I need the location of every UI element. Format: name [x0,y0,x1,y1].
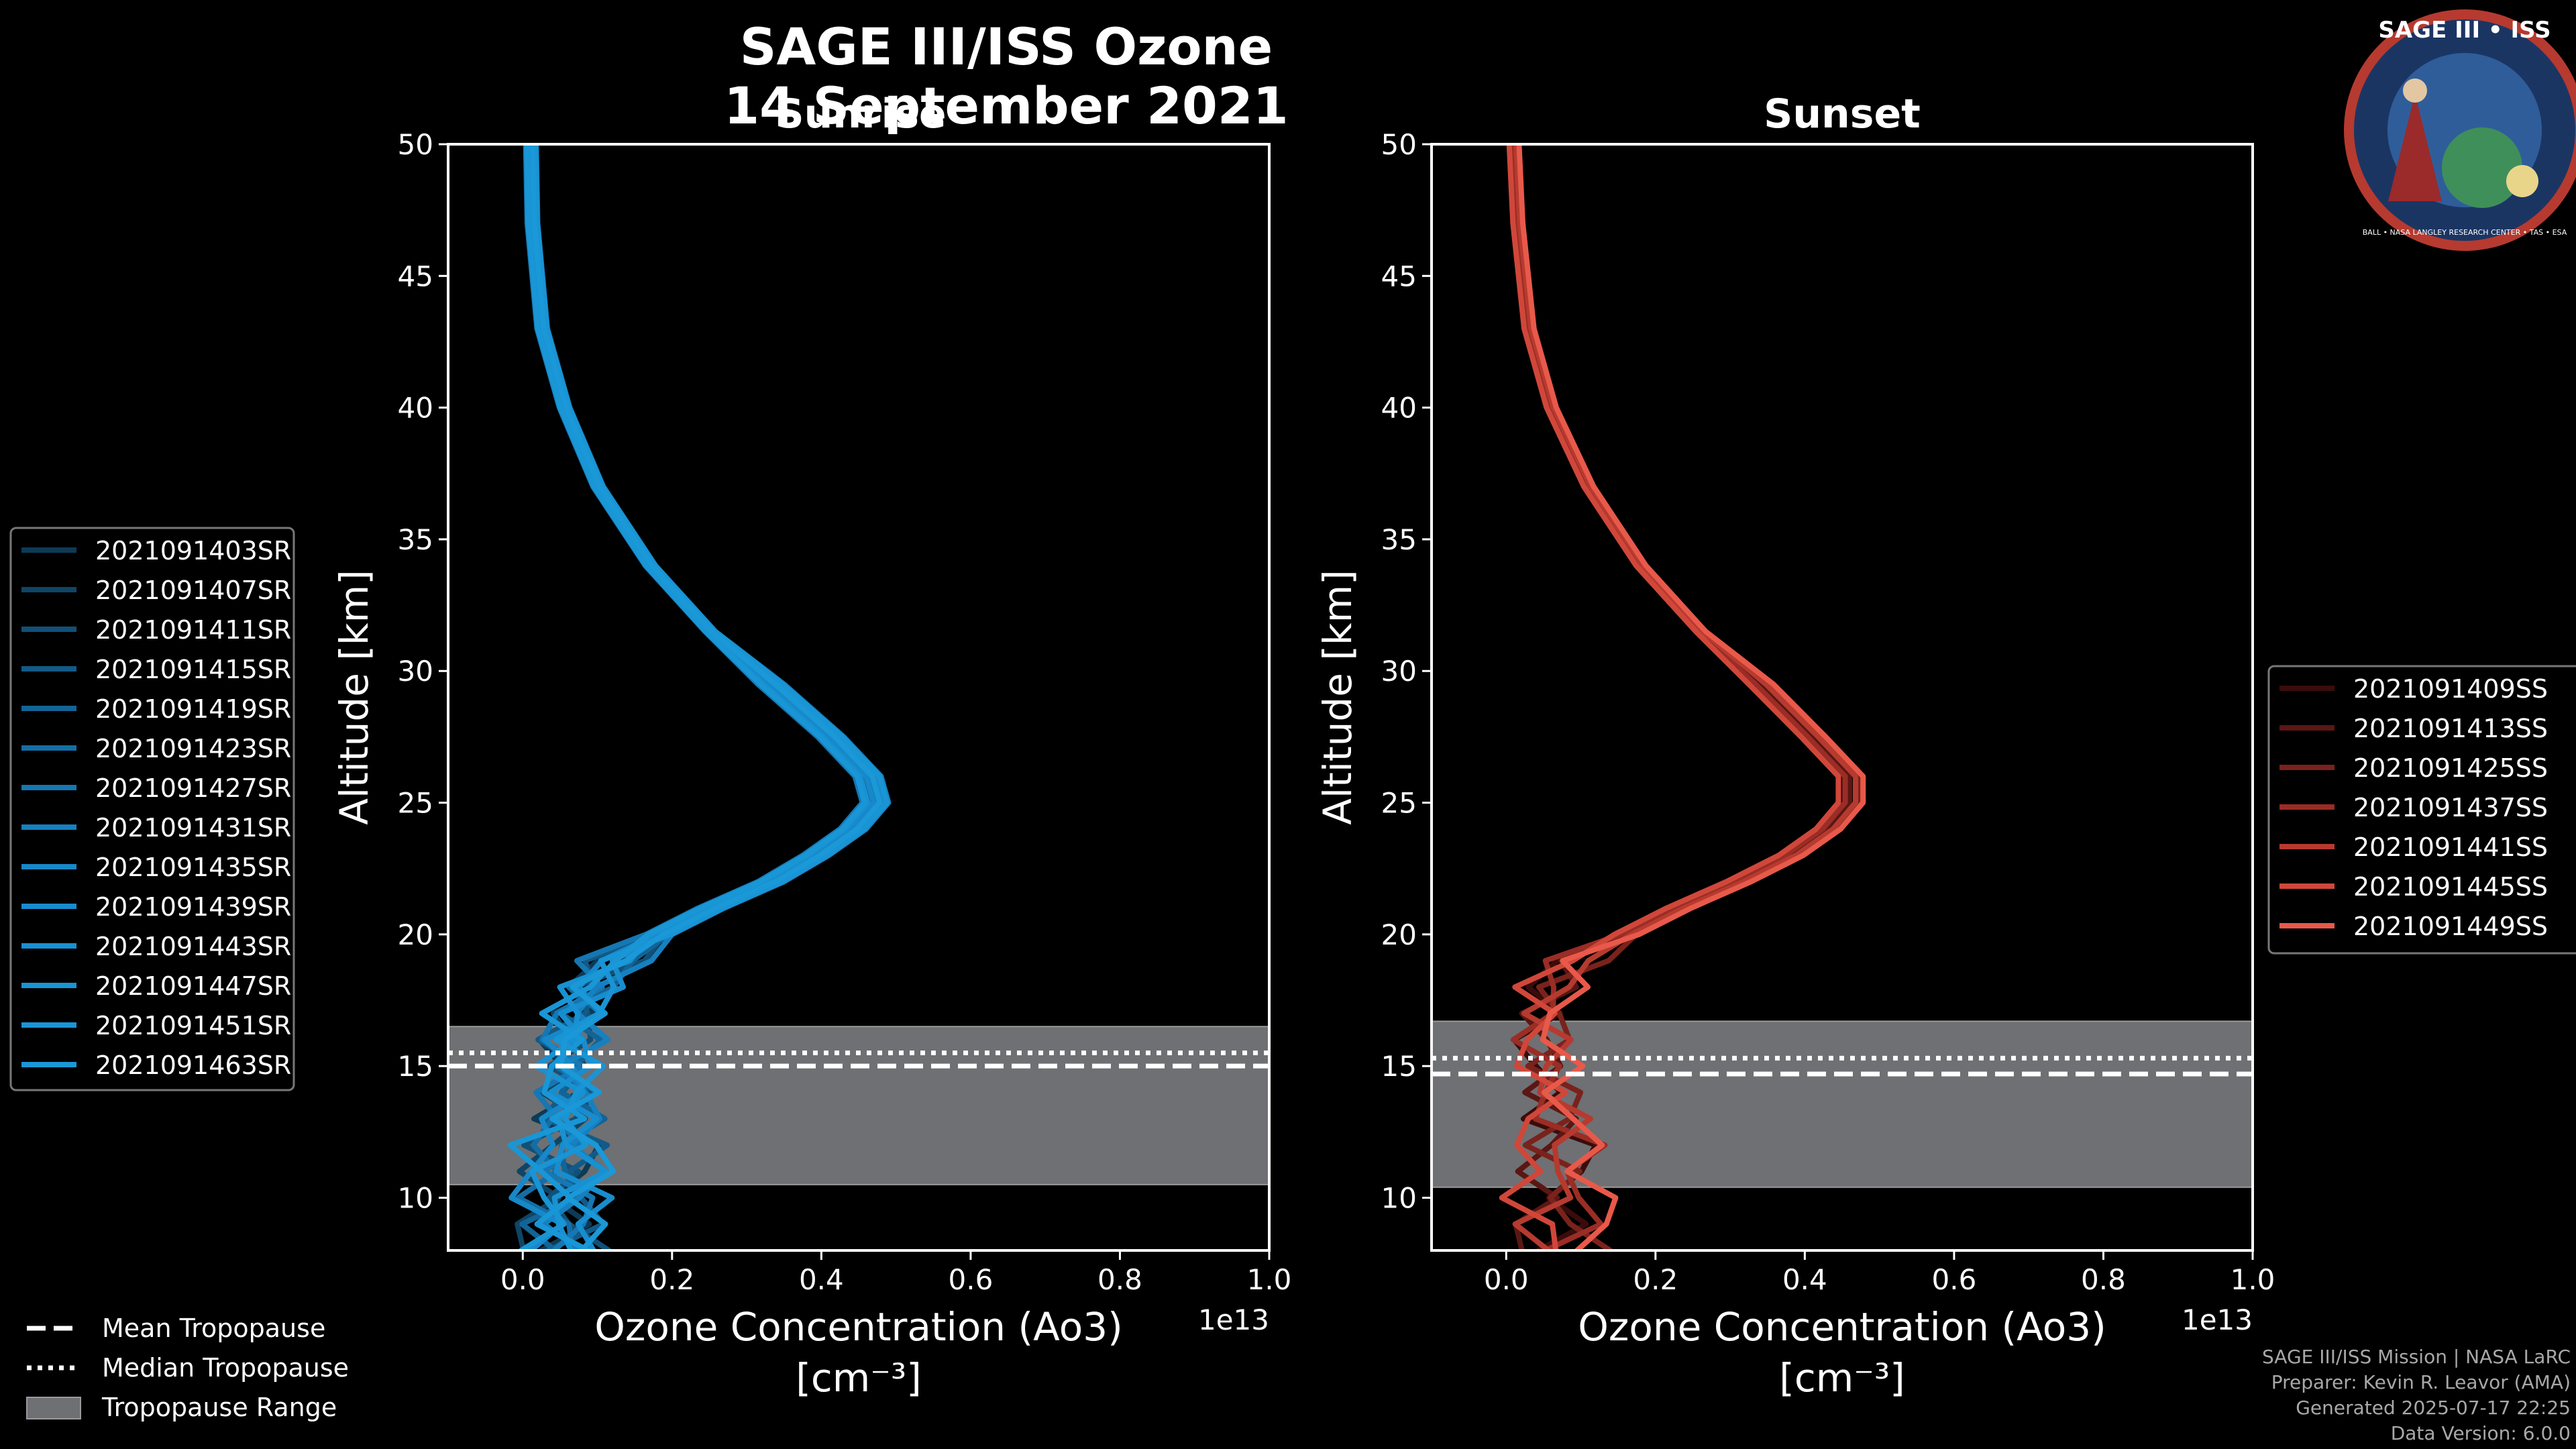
tropopause-range-swatch [26,1397,81,1419]
legend-label-2021091411SR: 2021091411SR [95,615,291,645]
legend-label-2021091425SS: 2021091425SS [2353,753,2548,783]
y-tick-label: 35 [1381,523,1417,556]
legend-label-2021091427SR: 2021091427SR [95,773,291,803]
x-axis-units: [cm⁻³] [1779,1355,1905,1401]
sage-iss-mission-logo: SAGE III • ISS BALL • NASA LANGLEY RESEA… [2344,9,2576,251]
tropopause-range-label: Tropopause Range [101,1393,337,1422]
y-tick-label: 15 [1381,1050,1417,1083]
legend-label-2021091443SR: 2021091443SR [95,932,291,961]
y-tick-label: 40 [398,392,433,425]
logo-figure-head-icon [2403,78,2427,103]
legend-label-2021091463SR: 2021091463SR [95,1051,291,1080]
legend-label-2021091435SR: 2021091435SR [95,853,291,882]
credit-line-preparer: Preparer: Kevin R. Leavor (AMA) [2271,1371,2571,1393]
logo-earth-icon [2442,127,2522,208]
mean-tropopause-label: Mean Tropopause [102,1313,325,1343]
y-axis-label: Altitude [km] [331,570,377,824]
legend-label-2021091445SS: 2021091445SS [2353,872,2548,902]
logo-scientist-figure-icon [2388,94,2442,201]
y-tick-label: 25 [1381,787,1417,820]
x-tick-label: 0.2 [1633,1263,1678,1296]
profile-line-2021091463SR [530,144,883,1250]
x-offset-label: 1e13 [1198,1303,1269,1336]
plot-frame [1430,143,2254,1252]
ozone-profiles [1499,144,1866,1250]
tropopause-legend: Mean Tropopause Median Tropopause Tropop… [26,1313,349,1422]
x-tick-label: 0.2 [649,1263,694,1296]
legend-label-2021091437SS: 2021091437SS [2353,793,2548,822]
profile-line-2021091445SS [1499,144,1841,1250]
x-axis-units: [cm⁻³] [796,1355,922,1401]
ozone-profiles [507,144,892,1250]
y-tick-label: 35 [398,523,433,556]
credit-line-generated: Generated 2025-07-17 22:25 [2296,1397,2571,1419]
x-tick-label: 0.8 [1097,1263,1142,1296]
y-tick-label: 50 [1381,128,1417,161]
legend-box [9,527,295,1091]
legend-label-2021091441SS: 2021091441SS [2353,833,2548,862]
legend-label-2021091413SS: 2021091413SS [2353,714,2548,743]
y-tick-label: 20 [1381,918,1417,951]
logo-text: SAGE III • ISS [2378,17,2551,44]
legend-box [2267,665,2576,955]
y-tick-label: 15 [398,1050,433,1083]
x-tick-label: 0.4 [799,1263,844,1296]
y-tick-label: 25 [398,787,433,820]
legend-label-2021091423SR: 2021091423SR [95,734,291,763]
x-tick-label: 0.4 [1782,1263,1827,1296]
logo-moon-icon [2506,165,2538,197]
y-tick-label: 30 [398,655,433,688]
sunrise-legend: 2021091403SR 2021091407SR 2021091411SR 2021… [9,527,295,1091]
credit-line-mission: SAGE III/ISS Mission | NASA LaRC [2262,1346,2571,1368]
x-tick-label: 0.6 [1932,1263,1977,1296]
legend-label-2021091449SS: 2021091449SS [2353,912,2548,941]
y-tick-label: 50 [398,128,433,161]
plot-frame [447,143,1271,1252]
figure-title-line2: 14 September 2021 [724,76,1288,136]
y-tick-label: 10 [1381,1181,1417,1214]
sunrise-panel: 0.0 0.2 0.4 0.6 0.8 1.0 10 15 20 25 30 35 40 45 50 1e13… [331,91,1291,1401]
legend-label-2021091409SS: 2021091409SS [2353,674,2548,704]
legend-label-2021091403SR: 2021091403SR [95,536,291,566]
x-tick-label: 0.6 [949,1263,994,1296]
panel-title: Sunrise [775,91,946,138]
legend-label-2021091407SR: 2021091407SR [95,576,291,605]
y-tick-label: 10 [398,1181,433,1214]
y-tick-label: 40 [1381,392,1417,425]
legend-label-2021091447SR: 2021091447SR [95,971,291,1001]
panel-title: Sunset [1764,91,1921,138]
x-tick-label: 0.0 [1484,1263,1529,1296]
x-tick-label: 1.0 [2231,1263,2275,1296]
x-tick-label: 0.0 [500,1263,545,1296]
legend-label-2021091431SR: 2021091431SR [95,813,291,843]
profile-line-2021091449SS [1516,144,1866,1250]
x-axis-label: Ozone Concentration (Ao3) [1578,1304,2106,1350]
legend-label-2021091439SR: 2021091439SR [95,892,291,922]
figure-title-line1: SAGE III/ISS Ozone [740,17,1273,76]
y-axis-label: Altitude [km] [1315,570,1360,824]
x-tick-label: 1.0 [1247,1263,1292,1296]
credits: SAGE III/ISS Mission | NASA LaRC Prepare… [2262,1344,2571,1446]
profile-line-2021091451SR [507,144,867,1250]
y-tick-label: 20 [398,918,433,951]
x-axis-label: Ozone Concentration (Ao3) [594,1304,1123,1350]
legend-label-2021091419SR: 2021091419SR [95,694,291,724]
logo-ring-text: BALL • NASA LANGLEY RESEARCH CENTER • TA… [2363,228,2567,237]
sunset-panel: 0.0 0.2 0.4 0.6 0.8 1.0 10 15 20 25 30 35 40 45 50 1e13… [1315,91,2275,1401]
legend-label-2021091415SR: 2021091415SR [95,655,291,684]
sunset-legend: 2021091409SS 2021091413SS 2021091425SS 2021… [2267,665,2576,955]
credit-line-version: Data Version: 6.0.0 [2390,1422,2571,1444]
median-tropopause-label: Median Tropopause [102,1353,349,1383]
y-tick-label: 45 [1381,260,1417,292]
x-offset-label: 1e13 [2182,1303,2253,1336]
y-tick-label: 45 [398,260,433,292]
legend-label-2021091451SR: 2021091451SR [95,1011,291,1040]
x-tick-label: 0.8 [2081,1263,2126,1296]
y-tick-label: 30 [1381,655,1417,688]
